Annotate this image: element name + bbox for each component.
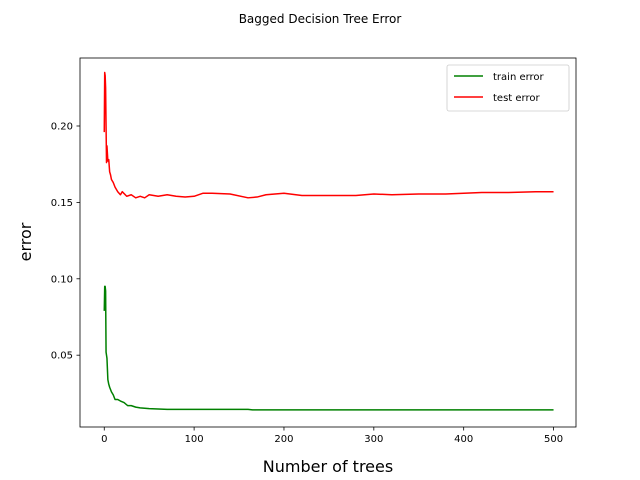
x-tick-label: 200 bbox=[274, 434, 293, 445]
x-axis: 0 100 200 300 400 500 bbox=[101, 427, 563, 445]
x-tick-label: 400 bbox=[454, 434, 473, 445]
x-tick-label: 0 bbox=[101, 434, 107, 445]
series-lines bbox=[103, 71, 554, 411]
y-tick-label: 0.05 bbox=[51, 351, 73, 362]
y-axis: 0.05 0.10 0.15 0.20 bbox=[51, 121, 80, 362]
x-axis-label: Number of trees bbox=[263, 457, 393, 476]
y-tick-label: 0.10 bbox=[51, 274, 73, 285]
legend-label-test-error: test error bbox=[493, 93, 540, 104]
y-tick-label: 0.15 bbox=[51, 198, 73, 209]
legend: train error test error bbox=[446, 64, 570, 112]
series-line-train-error bbox=[103, 285, 554, 411]
x-tick-label: 300 bbox=[364, 434, 383, 445]
chart-title: Bagged Decision Tree Error bbox=[239, 12, 402, 26]
y-tick-label: 0.20 bbox=[51, 121, 73, 132]
y-axis-label: error bbox=[16, 222, 35, 261]
x-tick-label: 100 bbox=[185, 434, 204, 445]
plot-area bbox=[79, 57, 577, 428]
x-tick-label: 500 bbox=[544, 434, 563, 445]
legend-label-train-error: train error bbox=[493, 72, 545, 83]
series-line-test-error bbox=[103, 71, 554, 199]
